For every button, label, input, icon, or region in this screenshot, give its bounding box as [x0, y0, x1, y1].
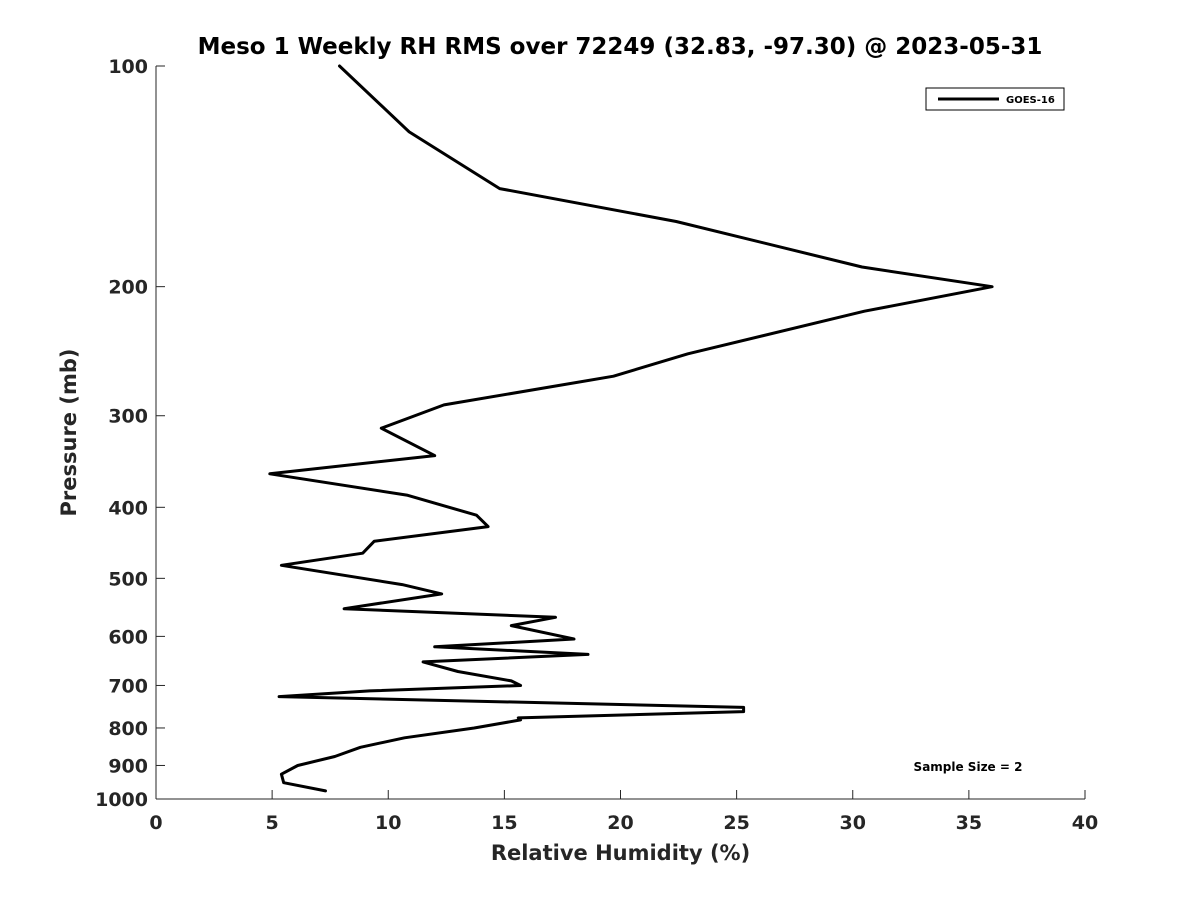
x-tick-label: 40 [1072, 812, 1098, 834]
legend-label: GOES-16 [1006, 95, 1055, 106]
y-tick-label: 300 [108, 406, 148, 428]
x-tick-label: 20 [607, 812, 633, 834]
y-tick-label: 1000 [95, 789, 148, 811]
y-tick-label: 400 [108, 497, 148, 519]
x-tick-label: 35 [956, 812, 982, 834]
y-tick-label: 800 [108, 718, 148, 740]
series-line-goes-16 [268, 64, 994, 793]
y-tick-label: 500 [108, 568, 148, 590]
x-tick-label: 0 [149, 812, 162, 834]
y-tick-label: 700 [108, 675, 148, 697]
x-axis-title: Relative Humidity (%) [491, 841, 750, 865]
sample-size-annotation: Sample Size = 2 [914, 760, 1023, 774]
y-tick-label: 100 [108, 56, 148, 78]
y-tick-label: 200 [108, 277, 148, 299]
legend: GOES-16 [925, 87, 1065, 111]
x-tick-label: 25 [723, 812, 749, 834]
x-tick-label: 30 [840, 812, 866, 834]
x-tick-label: 10 [375, 812, 401, 834]
y-axis-title: Pressure (mb) [57, 349, 81, 517]
x-tick-label: 15 [491, 812, 517, 834]
y-tick-label: 900 [108, 755, 148, 777]
y-tick-label: 600 [108, 626, 148, 648]
chart-title: Meso 1 Weekly RH RMS over 72249 (32.83, … [198, 34, 1043, 60]
plot-area: 0 5 10 15 20 25 30 35 40 100 200 300 400 500 600 700 800… [95, 56, 1098, 834]
x-tick-label: 5 [266, 812, 279, 834]
